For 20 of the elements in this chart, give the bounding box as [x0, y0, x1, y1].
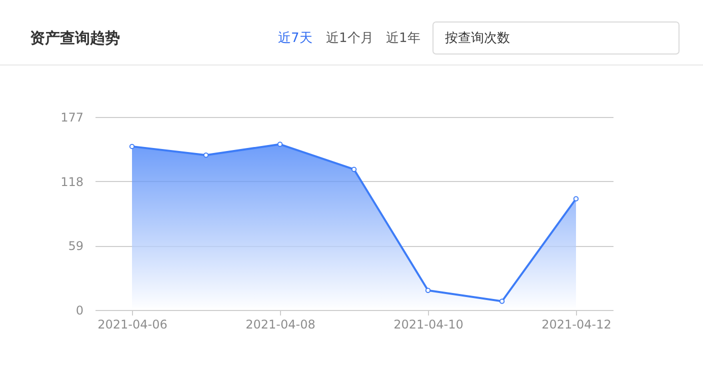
point — [203, 152, 209, 158]
x-tick-label: 2021-04-08 — [246, 318, 316, 332]
y-tick-label: 177 — [60, 110, 84, 124]
y-tick-label: 0 — [76, 304, 84, 318]
point — [499, 298, 505, 304]
point — [277, 142, 283, 147]
point — [425, 288, 431, 293]
x-tick-label: 2021-04-06 — [98, 318, 168, 332]
text: 按查询次数 — [445, 31, 510, 46]
x-tick-label: 2021-04-12 — [542, 318, 612, 332]
chart-title: 资产查询趋势 — [30, 29, 120, 47]
x-tick-label: 2021-04-10 — [394, 318, 464, 332]
point — [129, 144, 135, 150]
y-tick-label: 59 — [68, 239, 84, 254]
point — [573, 196, 579, 202]
text: 近1年 — [386, 31, 420, 46]
point — [351, 166, 357, 172]
y-tick-label: 118 — [60, 174, 84, 189]
text: 近1个月 — [326, 31, 374, 46]
text: 近7天 — [278, 31, 312, 46]
